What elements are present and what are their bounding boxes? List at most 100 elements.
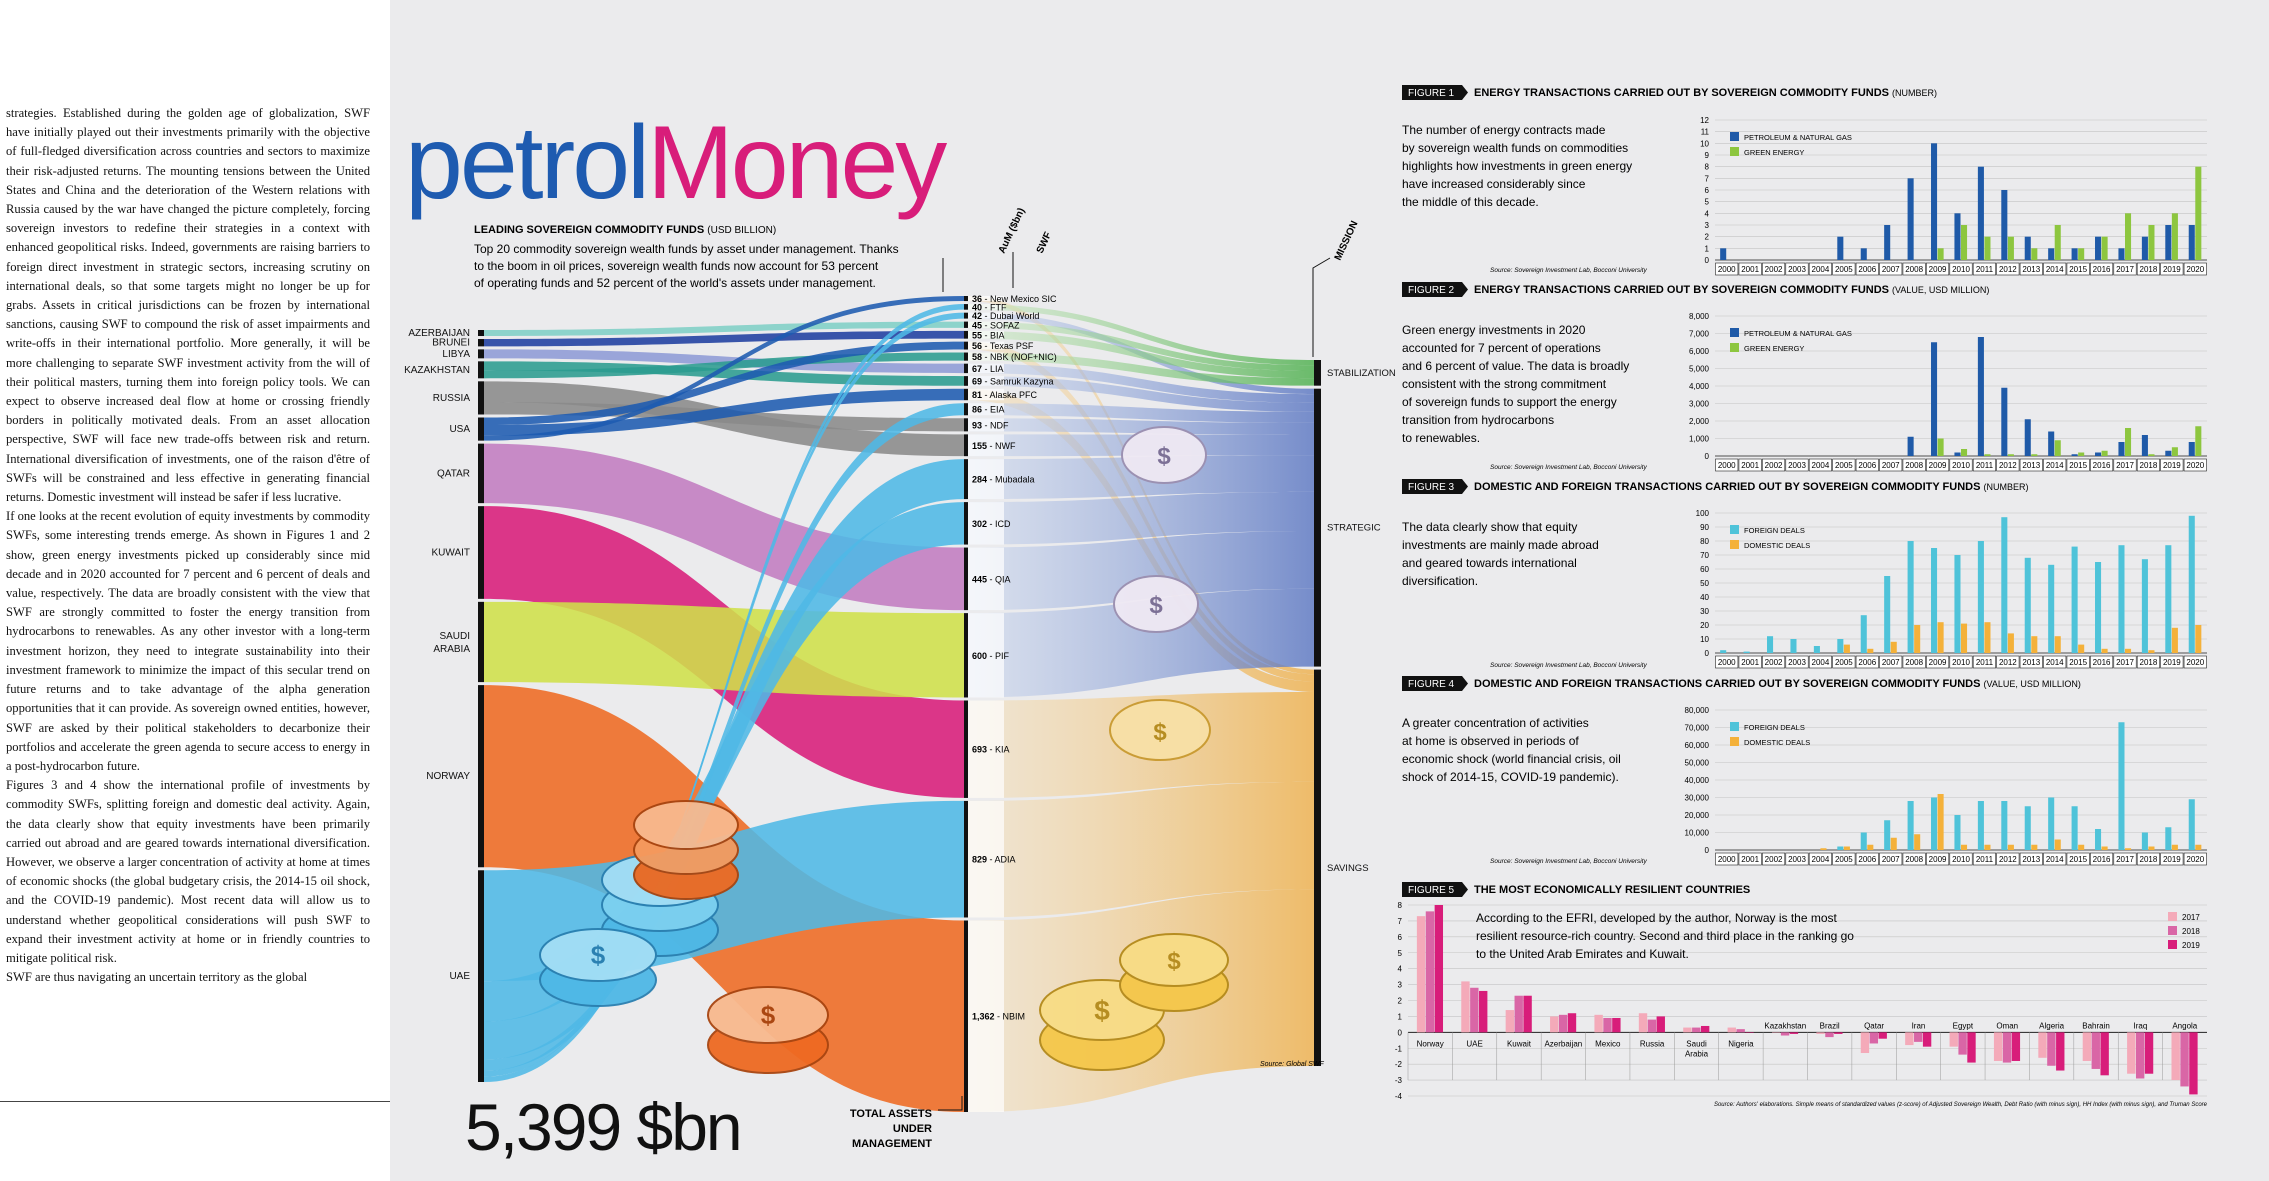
y-tick-label: 5 [1398, 949, 1403, 958]
x-tick-box [1715, 458, 1739, 472]
y-tick-label: 12 [1700, 116, 1709, 125]
y-tick-label: 11 [1701, 128, 1710, 137]
figure-tag-arrow [1462, 882, 1468, 897]
bar-domestic-deals [1890, 641, 1897, 653]
x-tick-label: 2006 [1858, 265, 1876, 274]
category-label: Oman [1996, 1021, 2018, 1030]
x-tick-label: 2016 [2093, 265, 2111, 274]
bar-petroleum-natural-gas [1907, 436, 1914, 456]
bar-2017 [1505, 1010, 1515, 1033]
x-tick-box [1972, 458, 1996, 472]
x-tick-label: 2005 [1835, 855, 1853, 864]
x-tick-label: 2014 [2046, 855, 2064, 864]
y-tick-label: 4,000 [1689, 382, 1710, 391]
bar-green-energy [1937, 438, 1944, 456]
x-tick-box [1855, 262, 1879, 276]
x-tick-box [2019, 262, 2043, 276]
bar-domestic-deals [1890, 837, 1897, 850]
bar-foreign-deals [2095, 829, 2102, 850]
x-tick-box [1715, 852, 1739, 866]
sankey-heading-unit: (USD BILLION) [707, 225, 776, 236]
fund-label-backdrop [968, 312, 1004, 319]
figure-tag: FIGURE 1 [1408, 88, 1455, 99]
mission-label: SAVINGS [1327, 863, 1369, 874]
x-tick-box [1996, 852, 2020, 866]
country-bar-segment [478, 361, 484, 379]
x-tick-box [2183, 852, 2207, 866]
fund-label: 600 - PIF [972, 651, 1010, 661]
category-label: Iraq [2134, 1021, 2148, 1030]
total-aum-label: UNDER [893, 1123, 932, 1135]
bar-foreign-deals [2095, 562, 2102, 653]
bar-petroleum-natural-gas [1860, 248, 1867, 260]
y-tick-label: 0 [1398, 1028, 1403, 1037]
bar-foreign-deals [2024, 557, 2031, 653]
x-tick-label: 2017 [2116, 461, 2134, 470]
bar-domestic-deals [1867, 844, 1874, 850]
bar-2018 [2180, 1032, 2189, 1087]
x-tick-box [2043, 262, 2067, 276]
x-tick-box [2090, 852, 2114, 866]
x-tick-box [2113, 655, 2137, 669]
category-label: Brazil [1820, 1021, 1840, 1030]
bar-2018 [1425, 911, 1435, 1033]
figure-tag: FIGURE 5 [1408, 885, 1455, 896]
bar-2018 [2002, 1032, 2012, 1063]
bar-petroleum-natural-gas [1884, 225, 1891, 260]
x-tick-box [1785, 458, 1809, 472]
bar-2017 [1461, 981, 1470, 1033]
country-bar-segment [478, 381, 484, 415]
x-tick-box [1855, 655, 1879, 669]
x-tick-label: 2017 [2116, 855, 2134, 864]
bar-foreign-deals [1860, 615, 1867, 653]
bar-2018 [1958, 1032, 1967, 1055]
country-bar-segment [478, 417, 484, 441]
y-tick-label: 0 [1705, 846, 1710, 855]
x-tick-label: 2017 [2116, 265, 2134, 274]
bar-petroleum-natural-gas [1720, 248, 1727, 260]
x-tick-box [2019, 852, 2043, 866]
country-label: UAE [449, 971, 470, 982]
legend-swatch [2168, 926, 2177, 935]
x-tick-label: 2007 [1882, 855, 1900, 864]
country-bar-segment [478, 330, 484, 337]
country-label: LIBYA [442, 349, 470, 360]
x-tick-label: 2005 [1835, 461, 1853, 470]
x-tick-box [2019, 458, 2043, 472]
bar-domestic-deals [2078, 644, 2085, 653]
x-tick-label: 2006 [1858, 855, 1876, 864]
x-tick-label: 2004 [1812, 461, 1830, 470]
bar-domestic-deals [2054, 636, 2061, 653]
bar-foreign-deals [2188, 799, 2195, 850]
legend-label: FOREIGN DEALS [1744, 526, 1805, 535]
x-tick-box [2113, 458, 2137, 472]
fund-label-backdrop [968, 502, 1004, 545]
x-tick-label: 2000 [1718, 658, 1736, 667]
bar-green-energy [2078, 452, 2085, 456]
mission-bar-segment [1314, 360, 1321, 386]
y-tick-label: -4 [1395, 1092, 1403, 1101]
legend-label: 2017 [2182, 913, 2200, 922]
x-tick-label: 2002 [1765, 658, 1783, 667]
country-label: QATAR [437, 468, 470, 479]
x-tick-label: 2012 [1999, 855, 2017, 864]
y-tick-label: 40 [1700, 593, 1709, 602]
page-title: petrolMoney [405, 105, 947, 221]
bar-petroleum-natural-gas [2048, 431, 2055, 456]
category-label: Norway [1417, 1039, 1444, 1048]
fund-label: 45 - SOFAZ [972, 320, 1020, 330]
fund-label: 36 - New Mexico SIC [972, 294, 1057, 304]
figure-description-line: According to the EFRI, developed by the … [1476, 911, 1838, 925]
mission-axis: STABILIZATION STRATEGIC SAVINGS [1314, 360, 1396, 1066]
flow-lia-to-mission [968, 363, 1314, 403]
x-tick-box [2136, 852, 2160, 866]
bar-2018 [1825, 1032, 1834, 1038]
bar-2019 [2144, 1032, 2154, 1074]
article-paragraph: If one looks at the recent evolution of … [6, 509, 370, 773]
x-tick-box [1855, 852, 1879, 866]
x-tick-label: 2014 [2046, 658, 2064, 667]
bar-domestic-deals [1937, 622, 1944, 653]
x-tick-box [1926, 262, 1950, 276]
y-tick-label: 10 [1700, 635, 1709, 644]
bar-foreign-deals [1931, 548, 1938, 653]
